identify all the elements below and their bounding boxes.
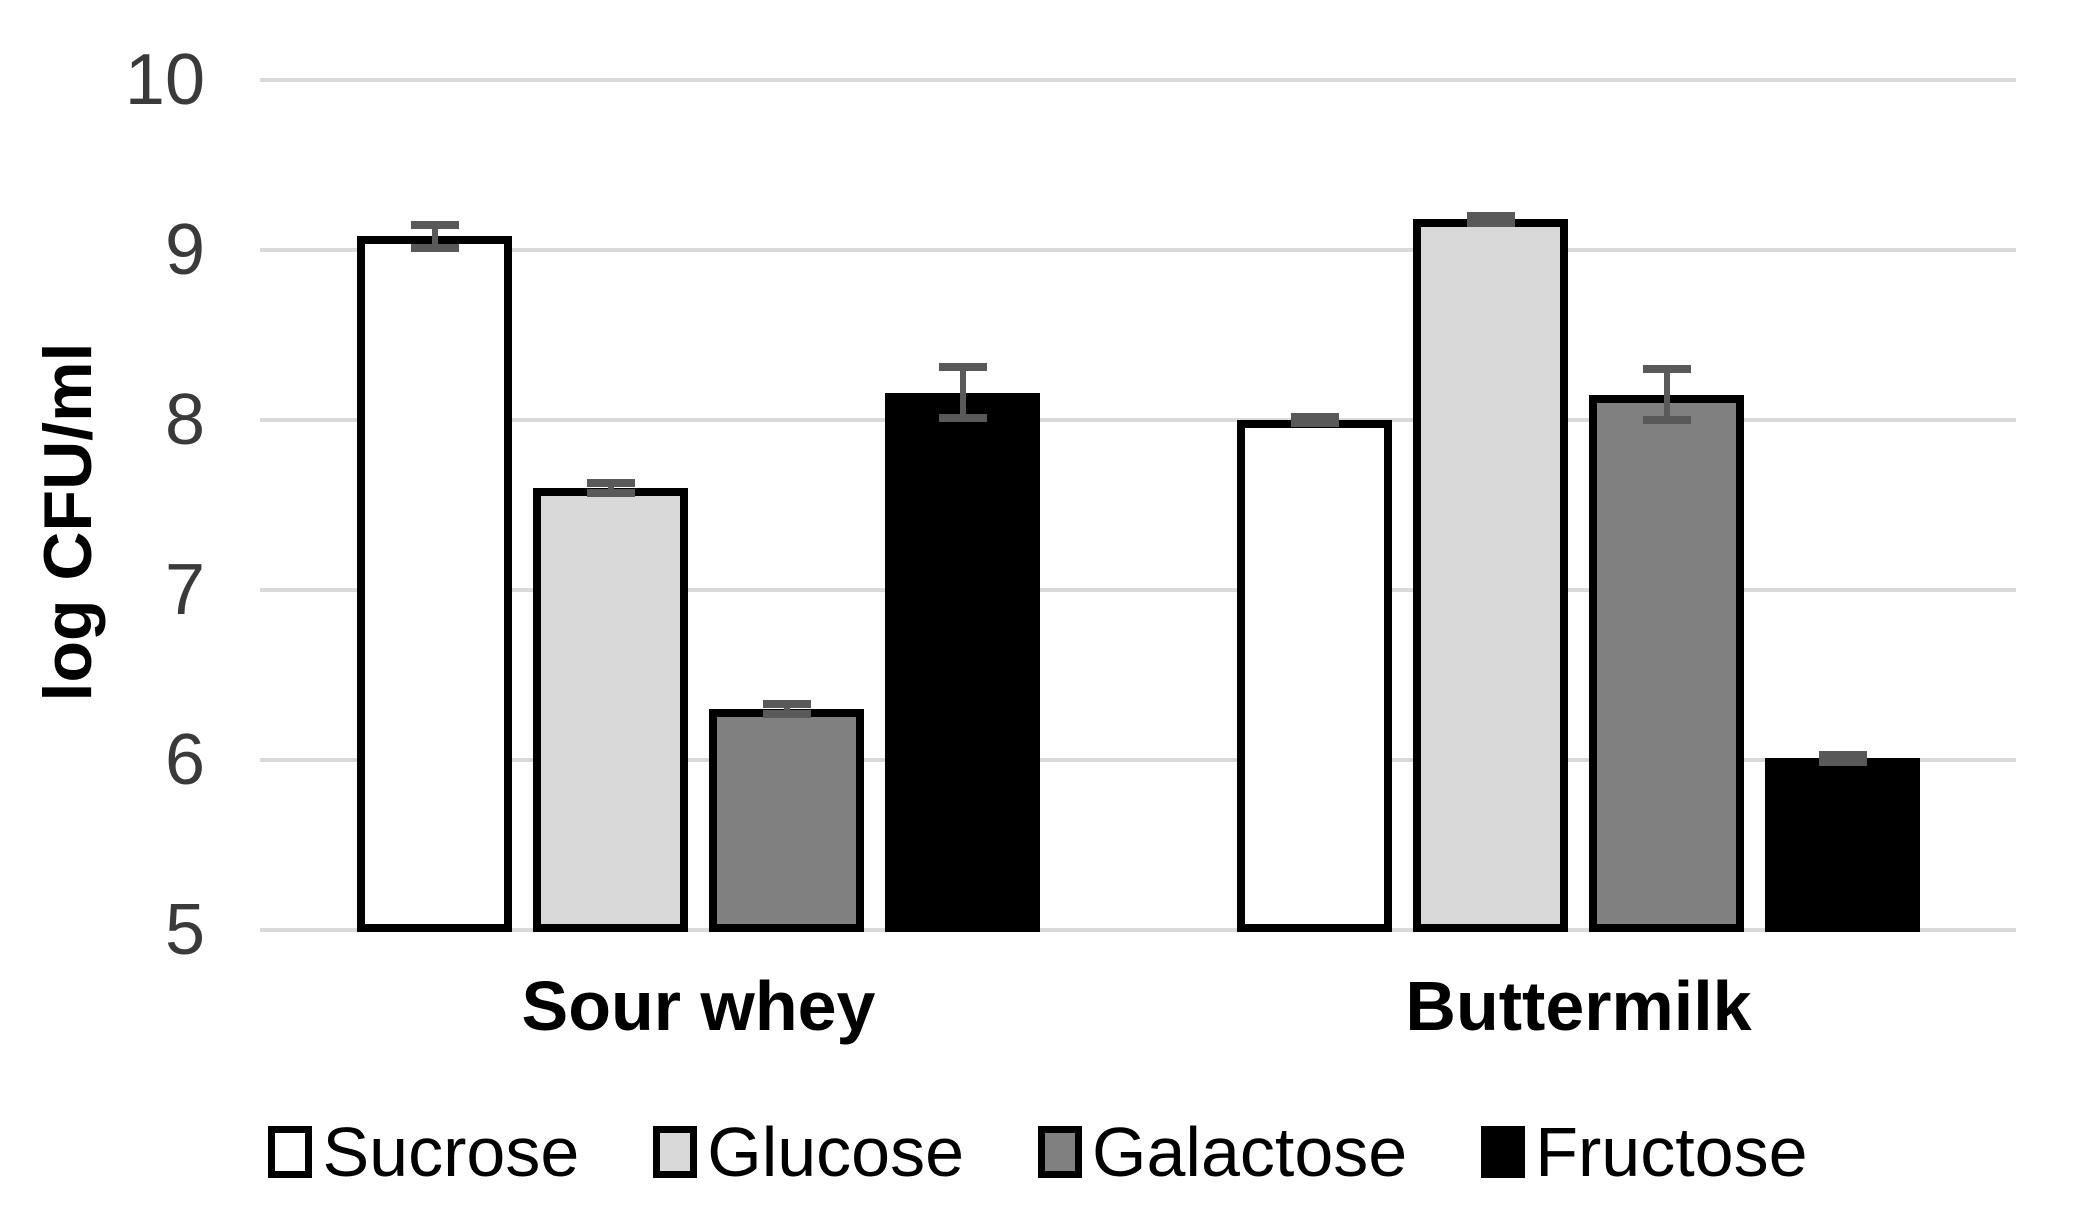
y-tick-label-5: 5 [164, 890, 205, 970]
gridline-5 [260, 928, 2016, 932]
bar-glucose-sour-whey [533, 488, 688, 932]
legend-swatch-icon-sucrose [268, 1126, 313, 1178]
error-bar-cap-top-glucose-sour-whey [586, 478, 635, 487]
error-bar-stem-galactose-buttermilk [1663, 369, 1670, 420]
error-bar-cap-top-sucrose-buttermilk [1290, 412, 1339, 421]
bar-galactose-buttermilk [1589, 394, 1744, 932]
y-tick-label-9: 9 [164, 210, 205, 290]
legend-swatch-icon-fructose [1481, 1126, 1526, 1178]
error-bar-cap-top-fructose-buttermilk [1818, 750, 1867, 759]
bar-sucrose-buttermilk [1237, 420, 1392, 932]
y-tick-label-7: 7 [164, 550, 205, 630]
error-bar-cap-bottom-galactose-buttermilk [1642, 416, 1691, 424]
y-tick-label-10: 10 [124, 40, 205, 120]
legend: Sucrose Glucose Galactose Fructose [0, 1112, 2076, 1192]
error-bar-cap-bottom-fructose-buttermilk [1818, 757, 1867, 766]
bar-fructose-sour-whey [885, 392, 1040, 932]
y-tick-label-8: 8 [164, 380, 205, 460]
error-bar-cap-bottom-sucrose-buttermilk [1290, 419, 1339, 428]
legend-item-sucrose: Sucrose [268, 1112, 579, 1192]
bar-glucose-buttermilk [1413, 219, 1568, 932]
error-bar-stem-sucrose-sour-whey [431, 224, 438, 249]
error-bar-cap-top-galactose-buttermilk [1642, 365, 1691, 373]
legend-label-glucose: Glucose [707, 1113, 965, 1191]
y-tick-label-6: 6 [164, 720, 205, 800]
legend-item-fructose: Fructose [1481, 1112, 1808, 1192]
error-bar-stem-galactose-sour-whey [783, 703, 790, 715]
category-label-sour-whey: Sour whey [521, 967, 876, 1045]
gridline-7 [260, 588, 2016, 592]
error-bar-stem-fructose-sour-whey [959, 367, 966, 419]
error-bar-cap-bottom-fructose-sour-whey [938, 414, 987, 423]
category-label-buttermilk: Buttermilk [1405, 967, 1752, 1045]
legend-label-fructose: Fructose [1535, 1113, 1808, 1191]
gridline-9 [260, 248, 2016, 252]
error-bar-stem-glucose-sour-whey [607, 482, 614, 494]
bar-galactose-sour-whey [709, 709, 864, 932]
error-bar-cap-top-glucose-buttermilk [1466, 212, 1515, 220]
legend-label-galactose: Galactose [1092, 1113, 1408, 1191]
legend-label-sucrose: Sucrose [322, 1113, 580, 1191]
legend-swatch-icon-galactose [1038, 1126, 1083, 1178]
legend-item-glucose: Glucose [653, 1112, 964, 1192]
error-bar-cap-top-sucrose-sour-whey [410, 220, 459, 229]
error-bar-cap-top-fructose-sour-whey [938, 363, 987, 372]
error-bar-cap-top-galactose-sour-whey [762, 699, 811, 708]
gridline-8 [260, 418, 2016, 422]
error-bar-cap-bottom-glucose-buttermilk [1466, 218, 1515, 227]
error-bar-cap-bottom-sucrose-sour-whey [410, 244, 459, 253]
legend-item-galactose: Galactose [1038, 1112, 1407, 1192]
gridline-10 [260, 78, 2016, 82]
error-bar-cap-bottom-galactose-sour-whey [762, 710, 811, 719]
gridline-6 [260, 758, 2016, 762]
legend-swatch-icon-glucose [653, 1126, 698, 1178]
bar-fructose-buttermilk [1765, 758, 1920, 932]
error-bar-cap-bottom-glucose-sour-whey [586, 489, 635, 498]
bar-sucrose-sour-whey [357, 236, 512, 932]
